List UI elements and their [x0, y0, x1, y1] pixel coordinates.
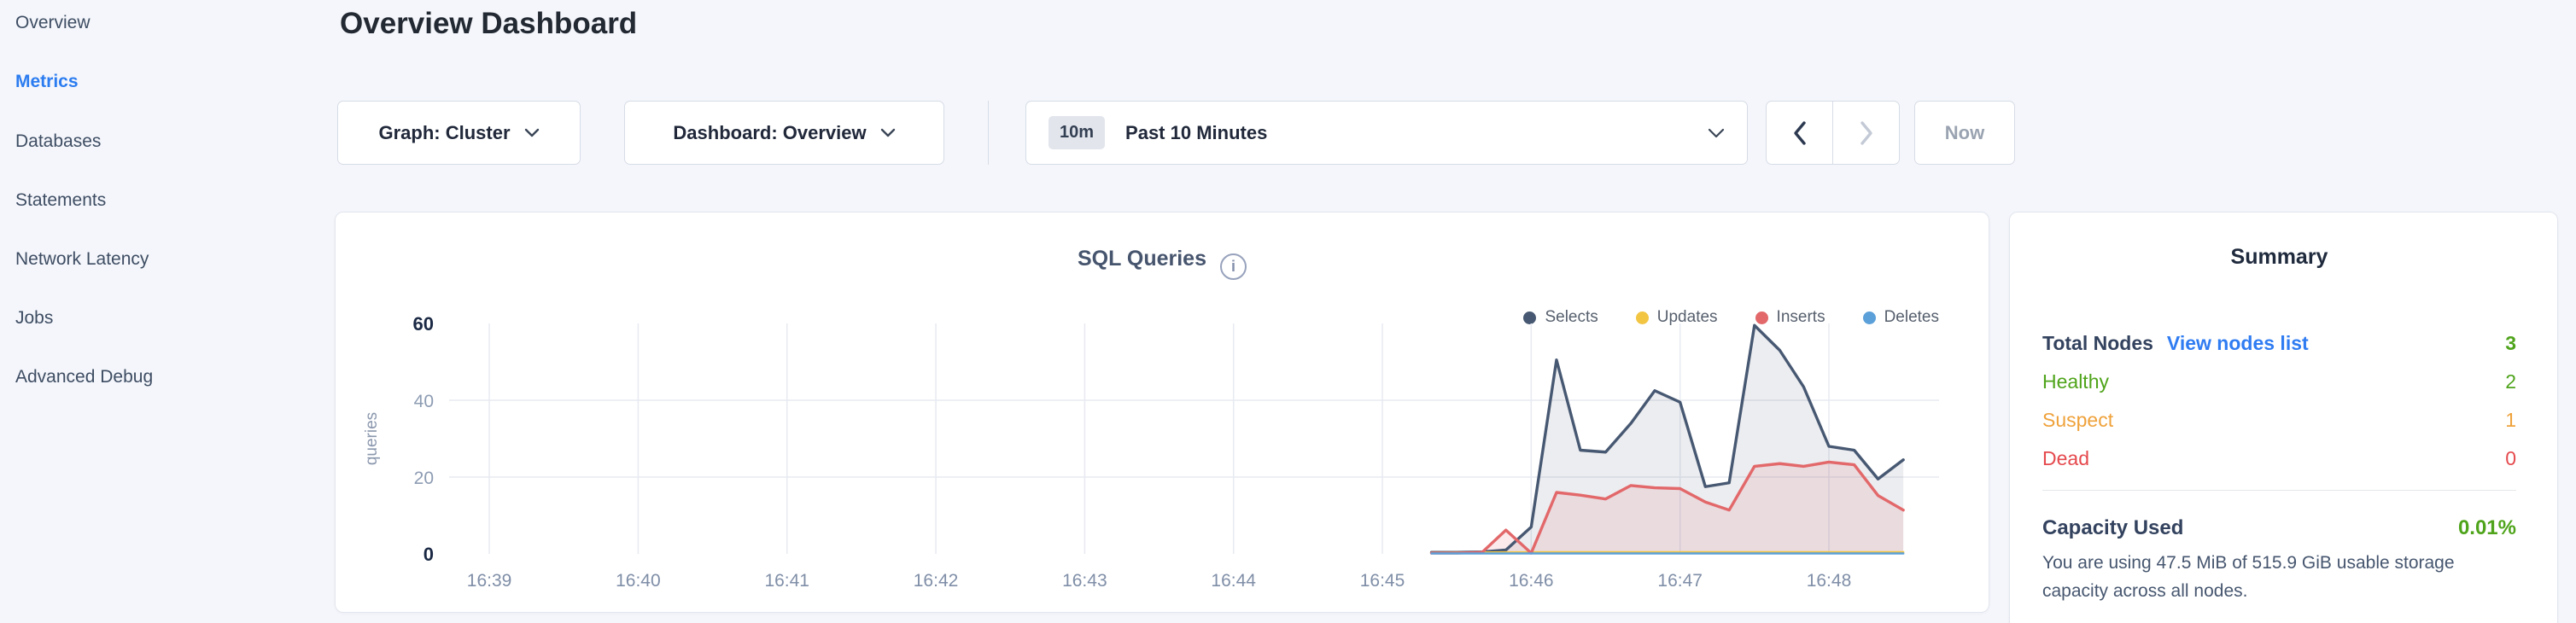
chevron-down-icon [524, 128, 540, 137]
time-step-buttons [1766, 101, 1900, 165]
svg-text:16:45: 16:45 [1360, 571, 1405, 591]
sidebar-item-network-latency[interactable]: Network Latency [15, 249, 149, 269]
capacity-used-label: Capacity Used [2042, 516, 2184, 539]
sidebar-item-statements[interactable]: Statements [15, 190, 107, 210]
healthy-value: 2 [2505, 370, 2516, 393]
legend-item-inserts[interactable]: Inserts [1755, 308, 1825, 327]
svg-text:16:39: 16:39 [467, 571, 512, 591]
suspect-label: Suspect [2042, 409, 2114, 431]
legend-item-selects[interactable]: Selects [1523, 308, 1598, 327]
dashboard-dropdown-label: Dashboard: Overview [673, 121, 867, 143]
svg-text:16:47: 16:47 [1657, 571, 1703, 591]
legend-label: Selects [1545, 308, 1598, 326]
svg-text:40: 40 [414, 392, 434, 411]
svg-text:16:48: 16:48 [1807, 571, 1852, 591]
chart-legend: Selects Updates Inserts Deletes [1523, 308, 1939, 327]
sidebar-item-databases[interactable]: Databases [15, 131, 102, 151]
suspect-value: 1 [2505, 409, 2516, 431]
sql-queries-panel: SQL Queries i Selects Updates Inserts Del… [335, 212, 1989, 613]
chevron-down-icon [880, 128, 896, 137]
healthy-row: Healthy 2 [2042, 363, 2516, 401]
svg-text:60: 60 [413, 313, 434, 335]
svg-text:0: 0 [423, 544, 434, 565]
dead-row: Dead 0 [2042, 440, 2516, 478]
chevron-left-icon [1793, 120, 1806, 145]
dead-value: 0 [2505, 447, 2516, 469]
legend-label: Deletes [1884, 308, 1939, 326]
page-title: Overview Dashboard [340, 7, 638, 40]
time-range-selector[interactable]: 10m Past 10 Minutes [1025, 101, 1748, 165]
chevron-right-icon [1860, 120, 1872, 145]
sidebar-item-overview[interactable]: Overview [15, 13, 91, 32]
svg-text:16:46: 16:46 [1509, 571, 1554, 591]
svg-text:16:42: 16:42 [914, 571, 959, 591]
svg-text:16:43: 16:43 [1062, 571, 1107, 591]
summary-panel: Summary Total Nodes View nodes list 3 He… [2009, 212, 2558, 623]
svg-text:20: 20 [414, 469, 434, 488]
capacity-used-value: 0.01% [2457, 516, 2516, 539]
suspect-row: Suspect 1 [2042, 401, 2516, 440]
total-nodes-value: 3 [2505, 332, 2516, 354]
sidebar: Overview Metrics Databases Statements Ne… [0, 0, 333, 623]
legend-label: Updates [1656, 308, 1718, 326]
info-icon[interactable]: i [1220, 253, 1247, 280]
sql-queries-chart[interactable]: 0 20 40 60 16:39 16:40 16:41 16:42 16:43 16:44 16:… [336, 213, 1990, 614]
time-range-badge: 10m [1049, 116, 1106, 149]
selects-dot-icon [1523, 311, 1537, 324]
capacity-note: You are using 47.5 MiB of 515.9 GiB usab… [2042, 553, 2455, 601]
summary-title: Summary [2230, 245, 2328, 269]
sidebar-item-metrics[interactable]: Metrics [15, 72, 79, 91]
time-range-label: Past 10 Minutes [1125, 121, 1268, 143]
dead-label: Dead [2042, 447, 2089, 469]
svg-text:16:40: 16:40 [616, 571, 661, 591]
dashboard-dropdown[interactable]: Dashboard: Overview [624, 101, 944, 165]
now-button[interactable]: Now [1914, 101, 2015, 165]
sidebar-item-jobs[interactable]: Jobs [15, 308, 54, 328]
sidebar-item-advanced-debug[interactable]: Advanced Debug [15, 367, 154, 387]
now-button-label: Now [1944, 121, 1985, 143]
capacity-row: Capacity Used 0.01% [2042, 511, 2516, 545]
healthy-label: Healthy [2042, 370, 2109, 393]
chart-title: SQL Queries [1078, 247, 1206, 271]
legend-item-deletes[interactable]: Deletes [1862, 308, 1939, 327]
toolbar-divider [988, 101, 989, 165]
inserts-dot-icon [1755, 311, 1768, 324]
prev-time-button[interactable] [1767, 102, 1832, 164]
summary-divider [2042, 490, 2516, 491]
graph-scope-dropdown-label: Graph: Cluster [378, 121, 511, 143]
legend-item-updates[interactable]: Updates [1635, 308, 1718, 327]
next-time-button[interactable] [1832, 102, 1899, 164]
chevron-down-icon [1708, 128, 1725, 138]
updates-dot-icon [1635, 311, 1649, 324]
chart-title-row: SQL Queries i [336, 247, 1989, 280]
view-nodes-list-link[interactable]: View nodes list [2166, 332, 2309, 354]
graph-scope-dropdown[interactable]: Graph: Cluster [337, 101, 581, 165]
svg-text:16:41: 16:41 [764, 571, 809, 591]
svg-text:16:44: 16:44 [1211, 571, 1256, 591]
deletes-dot-icon [1862, 311, 1876, 324]
svg-text:queries: queries [363, 412, 381, 465]
legend-label: Inserts [1776, 308, 1825, 326]
total-nodes-row: Total Nodes View nodes list 3 [2042, 324, 2516, 363]
total-nodes-label: Total Nodes [2042, 332, 2153, 354]
